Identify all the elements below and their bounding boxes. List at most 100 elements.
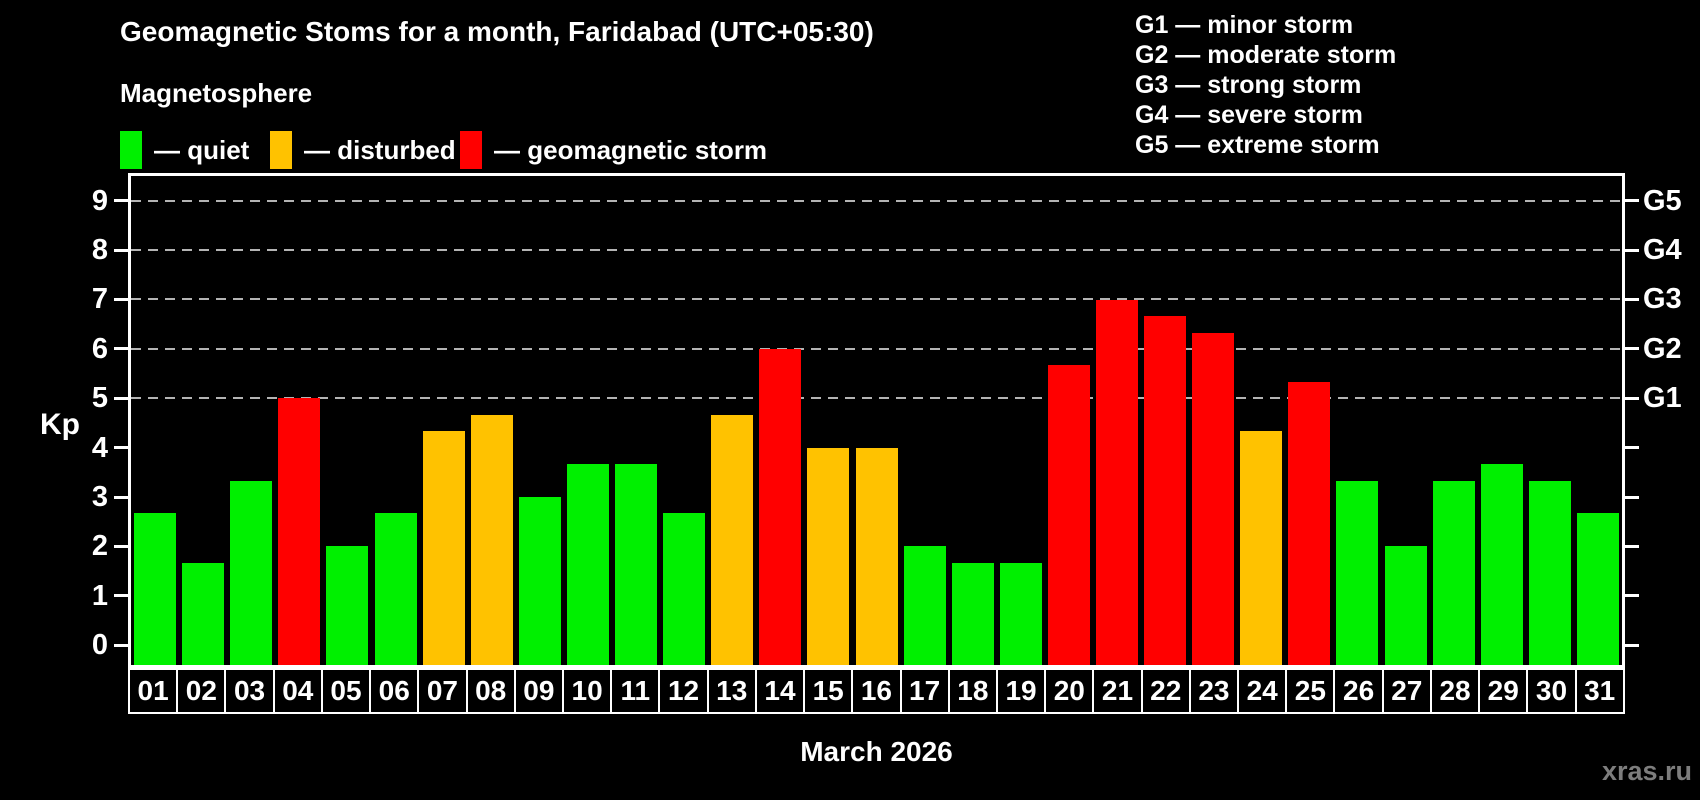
bar-day-21 bbox=[1095, 299, 1138, 665]
right-tick-kp-6 bbox=[1625, 347, 1639, 351]
disturbed-color-swatch bbox=[270, 131, 292, 169]
quiet-color-swatch bbox=[120, 131, 142, 169]
day-label-28: 28 bbox=[1429, 668, 1481, 714]
right-tick-kp-5 bbox=[1625, 396, 1639, 400]
gridline-kp-9 bbox=[131, 199, 1622, 202]
gridline-kp-6 bbox=[131, 347, 1622, 350]
bar-day-13 bbox=[711, 414, 754, 665]
left-tick-kp-7 bbox=[114, 297, 128, 301]
day-label-20: 20 bbox=[1044, 668, 1095, 714]
day-label-11: 11 bbox=[610, 668, 661, 714]
plot-canvas bbox=[131, 176, 1622, 665]
right-axis-label-g5: G5 bbox=[1643, 184, 1682, 217]
right-tick-kp-0 bbox=[1625, 643, 1639, 647]
y-axis-title: Kp bbox=[40, 408, 80, 441]
day-label-04: 04 bbox=[272, 668, 323, 714]
right-tick-kp-7 bbox=[1625, 297, 1639, 301]
y-axis-label-7: 7 bbox=[91, 283, 108, 316]
day-label-26: 26 bbox=[1333, 668, 1384, 714]
plot-area bbox=[128, 173, 1625, 668]
day-label-01: 01 bbox=[128, 668, 179, 714]
day-label-08: 08 bbox=[465, 668, 516, 714]
left-tick-kp-6 bbox=[114, 347, 128, 351]
y-axis-label-6: 6 bbox=[91, 332, 108, 365]
bar-day-26 bbox=[1336, 480, 1379, 665]
legend-label-geomagnetic-storm: — geomagnetic storm bbox=[494, 134, 768, 165]
bar-day-02 bbox=[182, 562, 225, 665]
y-axis-label-1: 1 bbox=[91, 579, 108, 612]
day-label-15: 15 bbox=[803, 668, 854, 714]
legend-label-disturbed: — disturbed bbox=[304, 134, 456, 165]
left-tick-kp-8 bbox=[114, 248, 128, 252]
legend-item-quiet: — quiet bbox=[120, 128, 249, 172]
day-label-24: 24 bbox=[1237, 668, 1288, 714]
bar-day-29 bbox=[1480, 463, 1523, 665]
gridline-kp-8 bbox=[131, 249, 1622, 252]
storm-scale-line-g2: G2 — moderate storm bbox=[1135, 41, 1397, 69]
day-label-27: 27 bbox=[1381, 668, 1432, 714]
legend-item-geomagnetic-storm: — geomagnetic storm bbox=[460, 128, 767, 172]
bar-day-27 bbox=[1384, 546, 1427, 665]
bar-day-07 bbox=[422, 431, 465, 665]
y-axis-label-2: 2 bbox=[91, 530, 108, 563]
day-label-09: 09 bbox=[513, 668, 564, 714]
left-tick-kp-4 bbox=[114, 446, 128, 450]
day-label-05: 05 bbox=[320, 668, 372, 714]
day-label-21: 21 bbox=[1092, 668, 1143, 714]
bar-day-17 bbox=[903, 546, 946, 665]
bar-day-22 bbox=[1144, 315, 1187, 665]
bar-day-04 bbox=[278, 398, 321, 665]
y-axis-label-0: 0 bbox=[91, 629, 108, 662]
bar-day-08 bbox=[470, 414, 513, 665]
left-tick-kp-0 bbox=[114, 643, 128, 647]
y-axis-label-8: 8 bbox=[91, 234, 108, 267]
right-axis-label-g1: G1 bbox=[1643, 382, 1682, 415]
right-tick-kp-3 bbox=[1625, 495, 1639, 499]
day-label-19: 19 bbox=[995, 668, 1047, 714]
y-axis-label-9: 9 bbox=[91, 184, 108, 217]
gridline-kp-7 bbox=[131, 298, 1622, 301]
day-label-23: 23 bbox=[1188, 668, 1240, 714]
day-label-16: 16 bbox=[851, 668, 902, 714]
bar-day-31 bbox=[1576, 513, 1619, 665]
gridline-kp-5 bbox=[131, 397, 1622, 400]
day-label-18: 18 bbox=[947, 668, 998, 714]
left-tick-kp-5 bbox=[114, 396, 128, 400]
right-tick-kp-9 bbox=[1625, 199, 1639, 203]
bar-day-19 bbox=[999, 562, 1042, 665]
left-tick-kp-9 bbox=[114, 199, 128, 203]
bar-day-25 bbox=[1288, 381, 1331, 665]
left-tick-kp-2 bbox=[114, 544, 128, 548]
right-tick-kp-2 bbox=[1625, 544, 1639, 548]
storm-scale-line-g1: G1 — minor storm bbox=[1135, 11, 1354, 39]
left-tick-kp-3 bbox=[114, 495, 128, 499]
right-axis-label-g4: G4 bbox=[1643, 234, 1682, 267]
day-label-07: 07 bbox=[417, 668, 468, 714]
bar-day-16 bbox=[855, 447, 898, 665]
bar-day-20 bbox=[1047, 365, 1090, 665]
right-tick-kp-1 bbox=[1625, 594, 1639, 598]
bar-day-18 bbox=[951, 562, 994, 665]
storm-scale-line-g3: G3 — strong storm bbox=[1135, 71, 1362, 99]
day-label-06: 06 bbox=[369, 668, 420, 714]
day-label-31: 31 bbox=[1574, 668, 1625, 714]
bar-day-06 bbox=[374, 513, 417, 665]
bar-day-15 bbox=[807, 447, 850, 665]
day-label-13: 13 bbox=[706, 668, 757, 714]
storm-scale-line-g5: G5 — extreme storm bbox=[1135, 131, 1380, 159]
bar-day-14 bbox=[759, 348, 802, 665]
day-label-10: 10 bbox=[561, 668, 613, 714]
day-label-17: 17 bbox=[899, 668, 950, 714]
x-axis-title: March 2026 bbox=[800, 736, 953, 767]
chart-title: Geomagnetic Stoms for a month, Faridabad… bbox=[120, 16, 874, 47]
bar-day-01 bbox=[134, 513, 177, 665]
right-tick-kp-8 bbox=[1625, 248, 1639, 252]
storm-scale-legend: G1 — minor storm G2 — moderate storm G3 — … bbox=[1135, 10, 1396, 160]
right-axis-label-g3: G3 bbox=[1643, 283, 1682, 316]
day-label-29: 29 bbox=[1478, 668, 1529, 714]
day-label-25: 25 bbox=[1285, 668, 1336, 714]
bar-day-24 bbox=[1240, 431, 1283, 665]
day-label-14: 14 bbox=[754, 668, 806, 714]
watermark: xras.ru bbox=[1601, 756, 1692, 786]
bar-day-03 bbox=[230, 480, 273, 665]
